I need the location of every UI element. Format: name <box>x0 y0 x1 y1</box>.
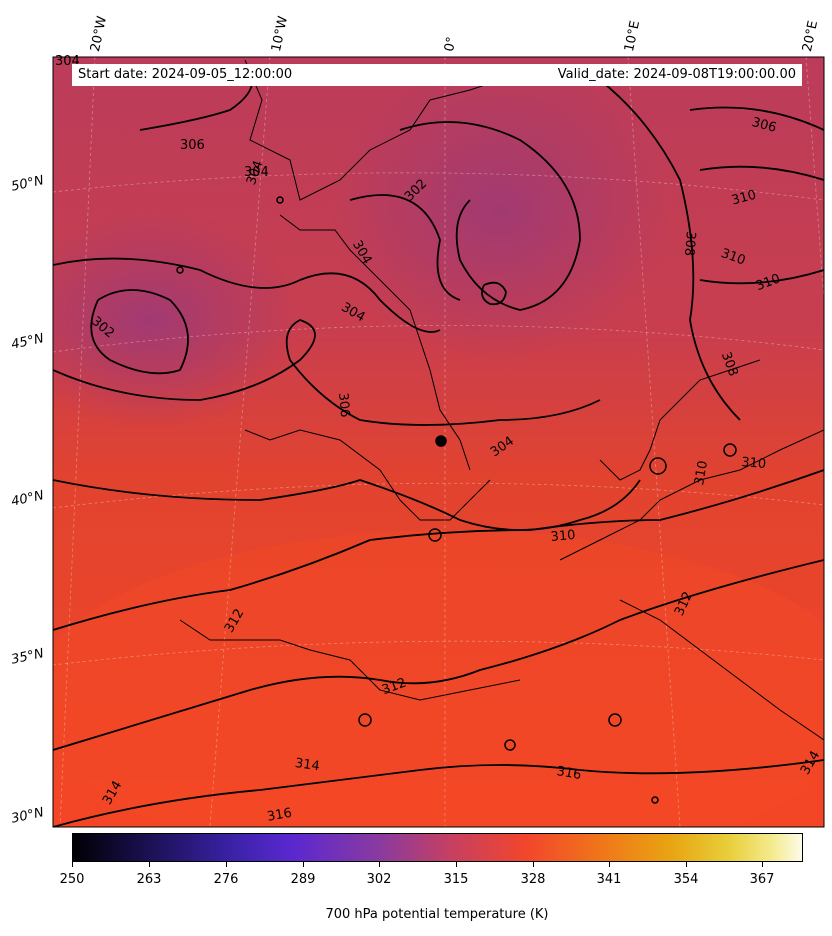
colorbar-tick-label: 328 <box>520 872 546 887</box>
colorbar-tick-mark <box>149 862 150 867</box>
colorbar-tick-mark <box>379 862 380 867</box>
warm-region-south <box>53 530 824 827</box>
colorbar-tick-mark <box>226 862 227 867</box>
coastlines <box>179 59 824 741</box>
cool-region-west <box>53 210 300 430</box>
cool-region-north <box>330 60 670 360</box>
colorbar-tick-label: 276 <box>213 872 239 887</box>
colorbar-tick-label: 315 <box>443 872 469 887</box>
contour-label: 310 <box>740 455 767 473</box>
colorbar-tick-mark <box>762 862 763 867</box>
colorbar-tick-mark <box>303 862 304 867</box>
colorbar-tick-label: 289 <box>290 872 316 887</box>
contour-label: 310 <box>550 527 577 545</box>
date-header: Start date: 2024-09-05_12:00:00 Valid_da… <box>72 64 802 86</box>
contour-label: 306 <box>335 392 353 419</box>
map-frame <box>52 56 825 828</box>
colorbar-tick-mark <box>456 862 457 867</box>
colorbar-tick-label: 263 <box>136 872 162 887</box>
small-contours <box>176 196 737 804</box>
start-date-text: Start date: 2024-09-05_12:00:00 <box>78 67 293 82</box>
contour-lines <box>53 69 824 827</box>
valid-date-text: Valid_date: 2024-09-08T19:00:00.00 <box>557 67 796 82</box>
colorbar-tick-label: 250 <box>59 872 85 887</box>
colorbar <box>72 833 803 862</box>
colorbar-label: 700 hPa potential temperature (K) <box>325 907 549 922</box>
colorbar-tick-label: 354 <box>673 872 699 887</box>
contour-label: 304 <box>244 165 269 180</box>
colorbar-tick-mark <box>533 862 534 867</box>
colorbar-tick-label: 302 <box>366 872 392 887</box>
contour-label: 308 <box>680 230 698 257</box>
contour-label: 306 <box>180 138 205 153</box>
lon-label-0: 0° <box>442 35 460 54</box>
colorbar-tick-mark <box>686 862 687 867</box>
colorbar-tick-label: 341 <box>596 872 622 887</box>
colorbar-tick-mark <box>609 862 610 867</box>
colorbar-tick-label: 367 <box>749 872 775 887</box>
colorbar-tick-mark <box>72 862 73 867</box>
